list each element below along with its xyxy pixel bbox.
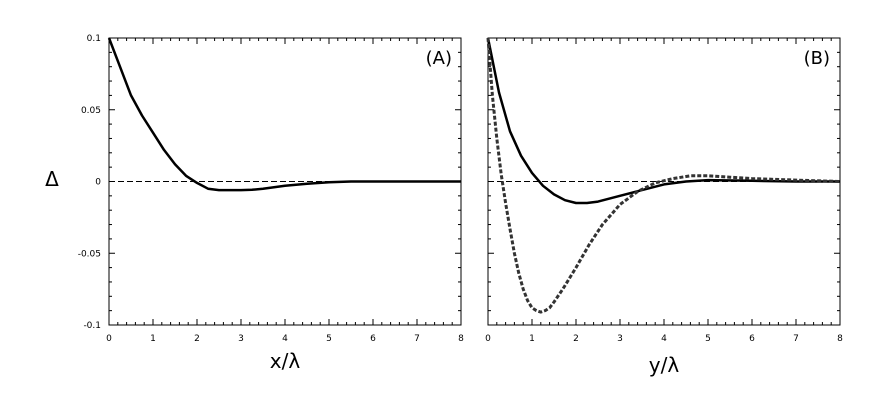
- y-tick-label: 0.1: [87, 34, 101, 44]
- x-tick-label: 3: [617, 334, 623, 344]
- panel-b-label: (B): [804, 48, 830, 69]
- x-tick-label: 7: [793, 334, 799, 344]
- x-tick-label: 4: [282, 334, 288, 344]
- x-tick-label: 7: [414, 334, 420, 344]
- panel-b-tick-labels: 0 1 2 3 4 5 6 7 8: [485, 334, 843, 344]
- y-tick-label: -0.1: [83, 321, 101, 331]
- panel-a-ticks: [108, 37, 462, 326]
- y-axis-title: Δ: [45, 167, 59, 191]
- series-line-1: [107, 37, 461, 192]
- y-tick-label: -0.05: [78, 249, 101, 259]
- panel-a-x-axis-title: x/λ: [270, 349, 301, 373]
- x-tick-label: 5: [705, 334, 711, 344]
- x-tick-label: 2: [573, 334, 579, 344]
- panel-a-series: [107, 37, 461, 192]
- panel-a-tick-labels: 0 1 2 3 4 5 6 7 8 0.1 0.05 0 -0.05 -0.1: [78, 34, 464, 344]
- y-tick-label: 0: [95, 178, 101, 188]
- y-tick-label: 0.05: [81, 106, 101, 116]
- panel-b-series: [486, 37, 841, 314]
- x-tick-label: 6: [749, 334, 755, 344]
- x-tick-label: 0: [485, 334, 491, 344]
- x-tick-label: 8: [837, 334, 843, 344]
- x-tick-label: 4: [661, 334, 667, 344]
- series-line-2: [486, 37, 841, 314]
- x-tick-label: 1: [529, 334, 535, 344]
- panel-a-label: (A): [426, 48, 452, 69]
- x-tick-label: 6: [370, 334, 376, 344]
- panel-b-x-axis-title: y/λ: [649, 353, 680, 377]
- x-tick-label: 1: [150, 334, 156, 344]
- x-tick-label: 3: [238, 334, 244, 344]
- x-tick-label: 5: [326, 334, 332, 344]
- x-tick-label: 8: [458, 334, 464, 344]
- x-tick-label: 0: [106, 334, 112, 344]
- panel-b: 0 1 2 3 4 5 6 7 8 (B) y/λ: [485, 37, 843, 377]
- series-line-1: [486, 37, 840, 205]
- panel-a: 0 1 2 3 4 5 6 7 8 0.1 0.05 0 -0.05 -0.1 (A) x/λ: [78, 34, 464, 373]
- x-tick-label: 2: [194, 334, 200, 344]
